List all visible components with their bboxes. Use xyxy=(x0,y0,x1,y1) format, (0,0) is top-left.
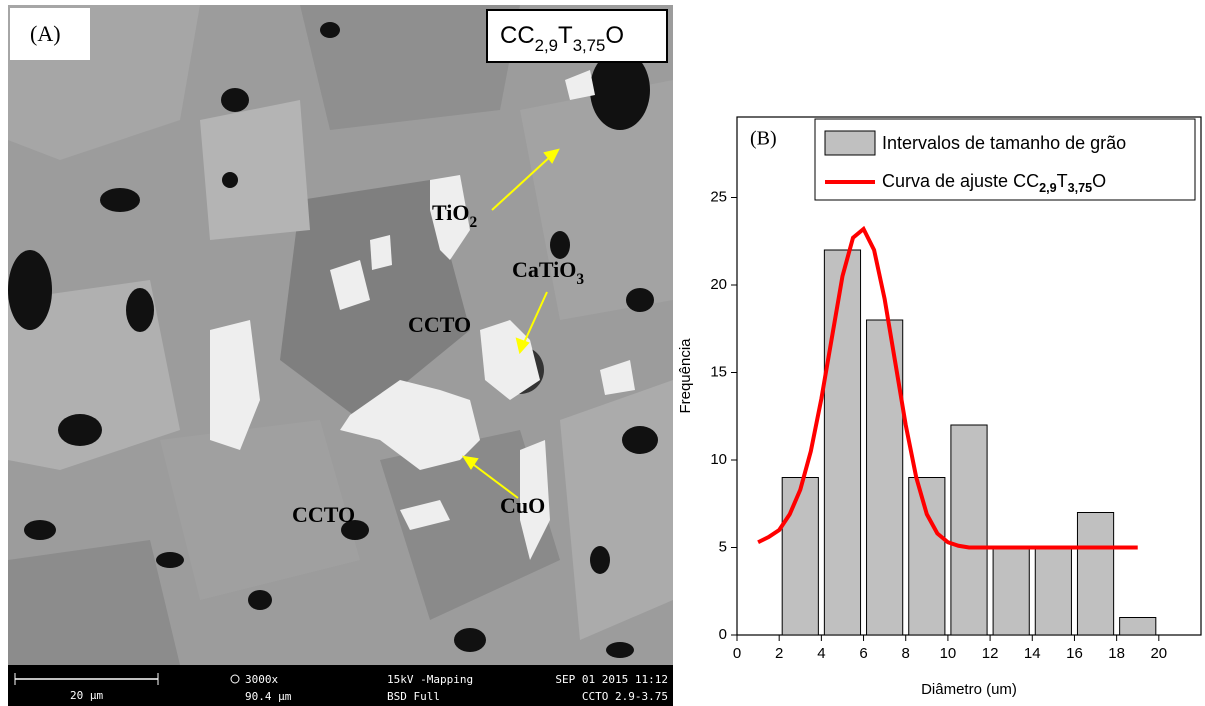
text-part: CuO xyxy=(500,493,545,518)
sem-image xyxy=(8,5,673,665)
voltage: 15kV -Mapping xyxy=(387,673,473,686)
x-tick-label: 12 xyxy=(982,645,999,662)
text-part: CCTO xyxy=(292,502,355,527)
text-part: 3 xyxy=(576,271,584,288)
y-tick-label: 5 xyxy=(719,538,727,555)
legend-swatch xyxy=(825,131,875,155)
phase-label: CCTO xyxy=(292,502,355,527)
text-part: CaTiO xyxy=(512,257,576,282)
sample-code: CCTO 2.9-3.75 xyxy=(582,690,668,703)
x-tick-label: 20 xyxy=(1150,645,1167,662)
bar xyxy=(782,478,818,636)
text-part: 3,75 xyxy=(1068,181,1093,195)
text-part: O xyxy=(605,22,624,49)
detector: BSD Full xyxy=(387,690,440,703)
x-tick-label: 10 xyxy=(940,645,957,662)
field-width: 90.4 µm xyxy=(245,690,292,703)
text-part: TiO xyxy=(432,200,470,225)
bar xyxy=(824,250,860,635)
text-part: 2 xyxy=(470,214,478,231)
x-tick-label: 8 xyxy=(902,645,910,662)
phase-label: CuO xyxy=(500,493,545,518)
y-tick-label: 15 xyxy=(710,363,727,380)
text-part: Curva de ajuste CC xyxy=(882,171,1039,191)
x-tick-label: 6 xyxy=(859,645,867,662)
x-tick-label: 16 xyxy=(1066,645,1083,662)
panel-label: (A) xyxy=(30,21,61,46)
bar xyxy=(909,478,945,636)
x-axis-label: Diâmetro (um) xyxy=(921,681,1017,698)
text-part: 2,9 xyxy=(1039,181,1057,195)
text-part: T xyxy=(558,22,573,49)
legend-label: Intervalos de tamanho de grão xyxy=(882,133,1126,153)
date: SEP 01 2015 11:12 xyxy=(555,673,668,686)
x-tick-label: 2 xyxy=(775,645,783,662)
bar xyxy=(993,548,1029,636)
x-tick-label: 18 xyxy=(1108,645,1125,662)
text-part: CCTO xyxy=(408,312,471,337)
text-part: 3,75 xyxy=(573,36,606,55)
y-tick-label: 20 xyxy=(710,276,727,293)
text-part: 2,9 xyxy=(535,36,558,55)
x-tick-label: 0 xyxy=(733,645,741,662)
x-tick-label: 14 xyxy=(1024,645,1041,662)
figure: 20 µm 3000x 90.4 µm 15kV -Mapping BSD Fu… xyxy=(0,0,1205,706)
x-tick-label: 4 xyxy=(817,645,825,662)
y-axis-label: Frequência xyxy=(677,338,694,414)
magnification: 3000x xyxy=(245,673,278,686)
panel-label: (B) xyxy=(750,128,777,150)
text-part: T xyxy=(1057,171,1068,191)
scale-text: 20 µm xyxy=(70,689,103,702)
bar xyxy=(1035,548,1071,636)
y-tick-label: 25 xyxy=(710,188,727,205)
text-part: CC xyxy=(500,22,535,49)
bar xyxy=(951,425,987,635)
y-tick-label: 10 xyxy=(710,451,727,468)
bar xyxy=(1120,618,1156,636)
bar xyxy=(1077,513,1113,636)
y-tick-label: 0 xyxy=(719,626,727,643)
text-part: O xyxy=(1092,171,1106,191)
phase-label: CCTO xyxy=(408,312,471,337)
